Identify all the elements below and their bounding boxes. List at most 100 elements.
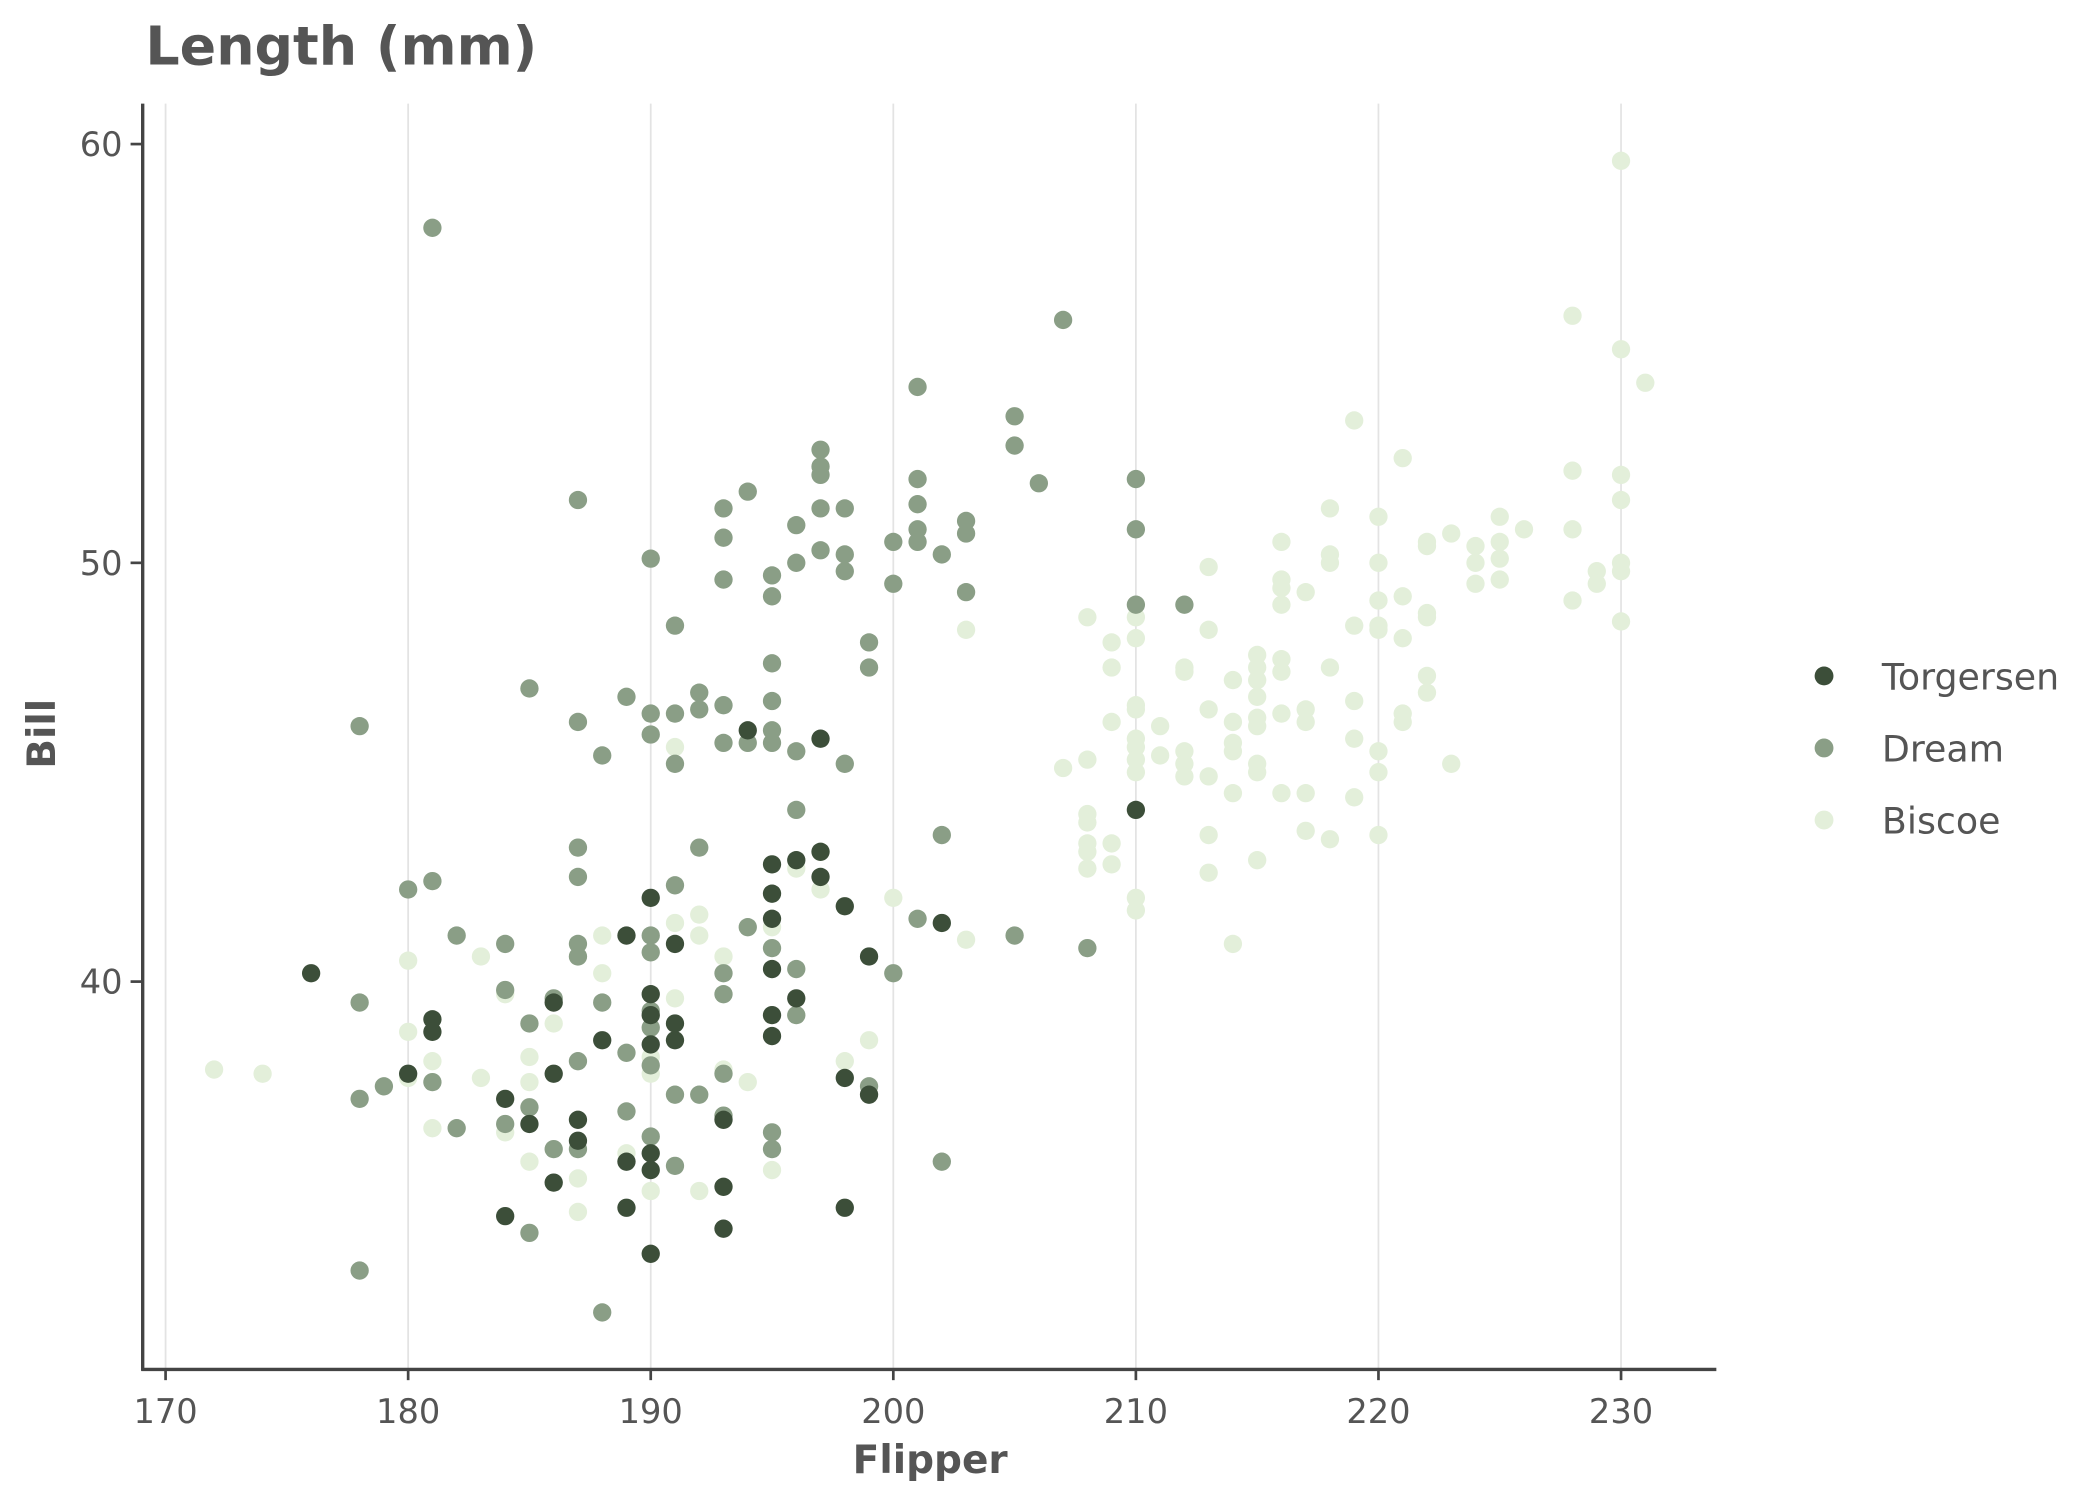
data-point-torgersen — [544, 1173, 563, 1192]
data-point-torgersen — [762, 909, 782, 928]
data-point-biscoe — [1078, 842, 1097, 861]
data-point-dream — [714, 570, 733, 589]
data-point-dream — [641, 943, 660, 962]
data-point-dream — [932, 825, 951, 845]
data-point-dream — [496, 934, 515, 954]
data-point-dream — [593, 746, 612, 765]
data-point-biscoe — [1611, 612, 1631, 631]
data-point-dream — [1005, 926, 1024, 945]
data-point-torgersen — [835, 897, 854, 916]
data-point-dream — [714, 528, 733, 547]
data-point-dream — [665, 616, 685, 635]
data-point-torgersen — [811, 729, 830, 748]
data-point-dream — [350, 1261, 369, 1280]
data-point-biscoe — [1393, 629, 1412, 648]
data-point-biscoe — [1248, 670, 1267, 690]
data-point-biscoe — [1223, 712, 1243, 732]
data-point-dream — [908, 469, 927, 489]
x-tick-label: 180 — [376, 1392, 440, 1431]
data-point-biscoe — [1199, 620, 1218, 639]
data-point-dream — [835, 754, 854, 773]
data-point-dream — [520, 679, 539, 698]
data-point-biscoe — [1611, 465, 1631, 485]
data-point-biscoe — [1126, 763, 1146, 782]
data-point-biscoe — [1199, 700, 1218, 719]
data-point-dream — [908, 532, 927, 552]
data-point-dream — [665, 1156, 685, 1176]
x-tick-label: 190 — [619, 1392, 683, 1431]
data-point-dream — [690, 700, 709, 719]
y-tick-label: 50 — [80, 544, 123, 583]
data-point-torgersen — [738, 721, 757, 740]
data-point-biscoe — [1175, 662, 1194, 681]
data-point-biscoe — [1223, 742, 1243, 761]
data-point-dream — [617, 1102, 636, 1121]
data-point-biscoe — [1223, 670, 1243, 690]
data-point-dream — [350, 993, 369, 1012]
data-point-biscoe — [423, 1119, 442, 1138]
data-point-biscoe — [1345, 691, 1364, 711]
data-point-biscoe — [1272, 704, 1291, 723]
data-point-biscoe — [1320, 830, 1340, 849]
data-point-dream — [617, 1043, 636, 1062]
data-point-dream — [641, 725, 660, 744]
data-point-biscoe — [1587, 574, 1606, 593]
data-point-torgersen — [423, 1022, 442, 1042]
data-point-biscoe — [1248, 851, 1267, 870]
data-point-dream — [568, 1052, 588, 1071]
data-point-dream — [714, 985, 733, 1004]
data-point-biscoe — [690, 905, 709, 924]
data-point-biscoe — [1078, 750, 1097, 769]
axis-ticks: 170 180 190 200 210 220 230 40 50 60 — [80, 125, 1653, 1431]
data-point-biscoe — [738, 1072, 757, 1092]
data-point-dream — [1078, 938, 1097, 958]
data-point-dream — [520, 1014, 539, 1033]
data-point-biscoe — [1369, 742, 1388, 761]
data-point-biscoe — [1296, 700, 1315, 719]
data-point-dream — [423, 1072, 442, 1092]
data-point-dream — [811, 440, 830, 459]
data-point-torgersen — [762, 855, 782, 874]
data-point-biscoe — [1296, 712, 1315, 732]
data-point-biscoe — [1417, 608, 1437, 627]
data-point-biscoe — [1442, 754, 1461, 773]
data-point-biscoe — [1369, 825, 1388, 845]
legend: Torgersen Dream Biscoe — [1814, 655, 2059, 842]
data-point-biscoe — [1126, 629, 1146, 648]
data-point-biscoe — [1248, 763, 1267, 782]
data-point-torgersen — [617, 1198, 636, 1217]
data-point-dream — [520, 1098, 539, 1117]
data-point-biscoe — [665, 913, 685, 933]
data-point-dream — [932, 545, 951, 564]
data-point-dream — [835, 499, 854, 518]
y-axis-title: Bill — [20, 699, 65, 769]
data-point-dream — [762, 721, 782, 740]
data-point-dream — [908, 495, 927, 514]
data-point-biscoe — [1126, 901, 1146, 920]
data-point-dream — [738, 733, 757, 753]
data-point-dream — [690, 838, 709, 857]
data-point-biscoe — [1587, 562, 1606, 581]
data-point-torgersen — [496, 1089, 515, 1109]
data-points — [204, 151, 1655, 1322]
data-point-biscoe — [1320, 658, 1340, 677]
x-tick-label: 230 — [1589, 1392, 1653, 1431]
x-tick-label: 200 — [861, 1392, 925, 1431]
data-point-dream — [884, 964, 903, 983]
data-point-dream — [641, 549, 660, 568]
data-point-dream — [714, 696, 733, 715]
data-point-torgersen — [811, 867, 830, 887]
data-point-dream — [568, 934, 588, 954]
data-point-biscoe — [520, 1152, 539, 1171]
data-point-biscoe — [1175, 767, 1194, 786]
data-point-biscoe — [1369, 591, 1388, 610]
data-point-biscoe — [1563, 306, 1582, 325]
data-point-biscoe — [1102, 658, 1121, 677]
data-point-dream — [1005, 436, 1024, 455]
data-point-biscoe — [956, 620, 976, 639]
data-point-biscoe — [1150, 716, 1170, 736]
data-point-biscoe — [641, 1181, 660, 1201]
data-point-torgersen — [1126, 800, 1146, 820]
data-point-dream — [690, 1085, 709, 1104]
